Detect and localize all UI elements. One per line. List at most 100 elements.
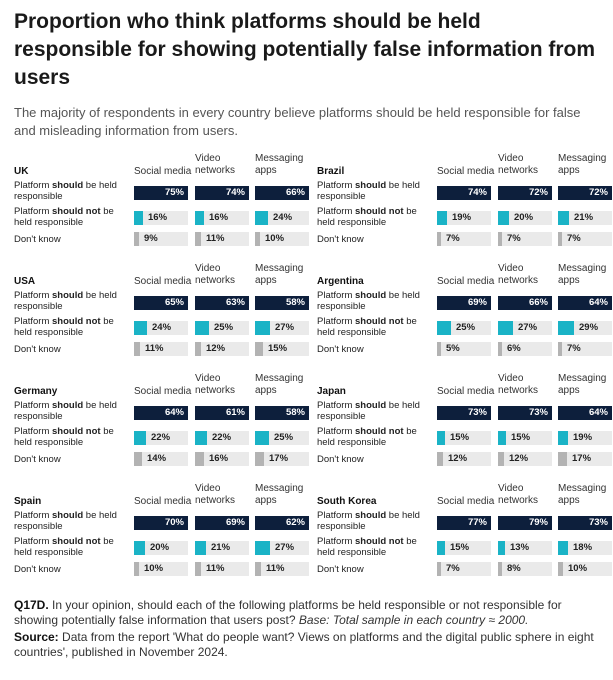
bar-track: 15%	[437, 541, 491, 555]
bar-track: 15%	[255, 342, 309, 356]
row-label-should-not: Platform should not be held responsible	[317, 316, 427, 338]
bar-should-social-media	[134, 516, 188, 530]
column-header-messaging-apps: Messaging apps	[255, 263, 304, 286]
row-label-dont-know: Don't know	[14, 344, 61, 355]
column-header-messaging-apps: Messaging apps	[255, 483, 304, 506]
bar-should-not-social-media	[134, 541, 145, 555]
data-label: 19%	[452, 212, 472, 223]
bar-dont-know-social-media	[134, 342, 140, 356]
row-label-prefix: Platform	[14, 290, 53, 301]
data-label: 29%	[579, 322, 599, 333]
data-label: 10%	[265, 233, 285, 244]
country-name: UK	[14, 166, 29, 177]
row-label-prefix: Platform	[14, 510, 53, 521]
row-label-emphasis: should not	[355, 206, 404, 217]
column-header-video-networks: Video networks	[498, 153, 539, 176]
source-note: Source: Data from the report 'What do pe…	[14, 630, 604, 660]
country-panel: Argentina Social media Video networks Messa…	[317, 263, 612, 371]
row-label-should-not: Platform should not be held responsible	[14, 316, 124, 338]
bar-should-social-media	[134, 406, 188, 420]
column-header-messaging-apps: Messaging apps	[558, 153, 607, 176]
bar-track: 9%	[134, 232, 188, 246]
bar-dont-know-video-networks	[498, 342, 502, 356]
column-header-video-networks: Video networks	[195, 263, 236, 286]
bar-track: 69%	[195, 516, 249, 530]
bar-track: 79%	[498, 516, 552, 530]
bar-track: 29%	[558, 321, 612, 335]
row-label-suffix: be held responsible	[14, 400, 117, 422]
data-label: 70%	[164, 517, 184, 528]
row-label-prefix: Platform	[317, 510, 356, 521]
row-label-emphasis: should not	[52, 426, 101, 437]
bar-track: 77%	[437, 516, 491, 530]
row-label-should-not: Platform should not be held responsible	[317, 426, 427, 448]
country-panel: Spain Social media Video networks Messaging…	[14, 483, 309, 591]
question-base: Base: Total sample in each country ≈ 200…	[298, 613, 529, 627]
bar-track: 62%	[255, 516, 309, 530]
bar-track: 16%	[195, 452, 249, 466]
column-header-messaging-apps: Messaging apps	[255, 153, 304, 176]
bar-track: 24%	[255, 211, 309, 225]
bar-should-video-networks	[498, 296, 552, 310]
row-label-suffix: be held responsible	[14, 536, 114, 558]
bar-should-not-messaging-apps	[255, 541, 270, 555]
bar-track: 74%	[437, 186, 491, 200]
country-name: USA	[14, 276, 36, 287]
data-label: 14%	[147, 453, 167, 464]
bar-should-not-social-media	[437, 321, 451, 335]
country-panel: Germany Social media Video networks Messagi…	[14, 373, 309, 481]
row-label-should: Platform should be held responsible	[317, 180, 427, 202]
bar-track: 72%	[498, 186, 552, 200]
bar-should-not-social-media	[437, 541, 445, 555]
bar-track: 19%	[437, 211, 491, 225]
data-label: 7%	[507, 233, 521, 244]
data-label: 15%	[450, 432, 470, 443]
data-label: 20%	[514, 212, 534, 223]
column-header-social-media: Social media	[437, 386, 495, 397]
bar-track: 19%	[558, 431, 612, 445]
row-label-suffix: be held responsible	[317, 316, 417, 338]
bar-dont-know-social-media	[134, 452, 142, 466]
data-label: 65%	[164, 297, 184, 308]
bar-track: 63%	[195, 296, 249, 310]
bar-dont-know-video-networks	[195, 452, 204, 466]
data-label: 7%	[567, 233, 581, 244]
data-label: 22%	[212, 432, 232, 443]
bar-track: 11%	[195, 562, 249, 576]
data-label: 12%	[448, 453, 468, 464]
row-label-prefix: Platform	[14, 180, 53, 191]
bar-track: 58%	[255, 406, 309, 420]
bar-should-social-media	[437, 186, 491, 200]
row-label-suffix: be held responsible	[14, 290, 117, 312]
bar-track: 15%	[498, 431, 552, 445]
bar-should-messaging-apps	[558, 296, 612, 310]
data-label: 64%	[588, 297, 608, 308]
data-label: 25%	[214, 322, 234, 333]
bar-should-video-networks	[195, 516, 249, 530]
row-label-dont-know: Don't know	[14, 454, 61, 465]
bar-track: 8%	[498, 562, 552, 576]
data-label: 17%	[572, 453, 592, 464]
country-name: Spain	[14, 496, 42, 507]
bar-should-not-social-media	[134, 431, 146, 445]
bar-should-not-social-media	[134, 321, 147, 335]
column-header-video-networks: Video networks	[195, 153, 236, 176]
question-note: Q17D. In your opinion, should each of th…	[14, 598, 604, 628]
bar-track: 73%	[558, 516, 612, 530]
row-label-suffix: be held responsible	[317, 180, 420, 202]
data-label: 8%	[507, 563, 521, 574]
column-header-video-networks: Video networks	[498, 483, 539, 506]
row-label-dont-know: Don't know	[14, 564, 61, 575]
row-label-should-not: Platform should not be held responsible	[14, 426, 124, 448]
row-label-suffix: be held responsible	[14, 206, 114, 228]
row-label-emphasis: should	[355, 400, 387, 411]
bar-should-not-video-networks	[195, 211, 204, 225]
chart-title: Proportion who think platforms should be…	[14, 10, 596, 89]
data-label: 7%	[446, 563, 460, 574]
bar-should-not-messaging-apps	[558, 431, 568, 445]
bar-track: 64%	[558, 296, 612, 310]
source-label: Source:	[14, 630, 59, 644]
bar-should-messaging-apps	[255, 296, 309, 310]
bar-dont-know-social-media	[437, 562, 441, 576]
row-label-prefix: Platform	[14, 400, 53, 411]
